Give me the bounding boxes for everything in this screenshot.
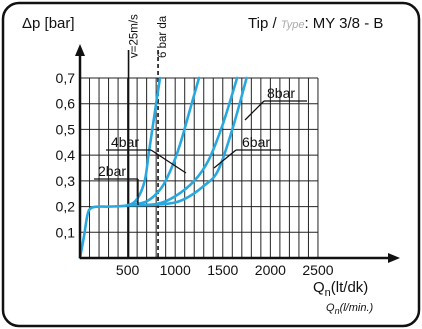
annotation-leader bbox=[244, 100, 265, 121]
reference-line-label: v=25m/s bbox=[129, 14, 141, 58]
x-tick-label: 1500 bbox=[207, 262, 238, 278]
title-prefix: Tip / bbox=[248, 15, 281, 32]
x-axis-label: Qn(lt/dk) bbox=[313, 279, 368, 299]
y-tick-label: 0,4 bbox=[56, 147, 76, 163]
axes bbox=[75, 44, 400, 263]
annotation-label-8bar: 8bar bbox=[267, 85, 295, 101]
annotation-label-6bar: 6bar bbox=[242, 134, 270, 150]
y-tick-label: 0,3 bbox=[56, 173, 76, 189]
title-value: : MY 3/8 - B bbox=[304, 15, 383, 32]
annotation-label-2bar: 2bar bbox=[98, 163, 126, 179]
x-axis-arrow bbox=[388, 253, 400, 263]
annotations: 8bar 6bar 4bar 2bar bbox=[94, 85, 307, 205]
y-tick-label: 0,2 bbox=[56, 199, 76, 215]
x-tick-label: 1000 bbox=[160, 262, 191, 278]
x-tick-label: 2500 bbox=[302, 262, 333, 278]
y-axis-arrow bbox=[75, 44, 85, 56]
series-line-4bar bbox=[126, 76, 201, 207]
y-tick-label: 0,6 bbox=[56, 96, 76, 112]
y-tick-label: 0,1 bbox=[56, 224, 76, 240]
x-axis-label2-unit: (l/min.) bbox=[340, 302, 374, 314]
x-tick-labels: 500 1000 1500 2000 2500 bbox=[116, 262, 334, 278]
x-axis-label-unit: (lt/dk) bbox=[331, 279, 369, 296]
annotation-label-4bar: 4bar bbox=[111, 134, 139, 150]
x-axis-label-sub: n bbox=[325, 287, 331, 299]
reference-line-label: 6 bar da bbox=[157, 15, 169, 58]
x-tick-label: 2000 bbox=[255, 262, 286, 278]
annotation-leader bbox=[213, 149, 237, 169]
grid-horizontal bbox=[80, 77, 318, 233]
y-tick-label: 0,7 bbox=[56, 70, 76, 86]
grid-vertical bbox=[89, 78, 319, 258]
x-axis-label2-sub: n bbox=[335, 306, 340, 316]
y-axis-label: Δp [bar] bbox=[22, 15, 75, 32]
y-tick-label: 0,5 bbox=[56, 121, 76, 137]
x-axis-label-secondary: Qn(l/min.) bbox=[326, 302, 374, 316]
title-type-italic: Type bbox=[281, 19, 305, 31]
x-tick-label: 500 bbox=[116, 262, 140, 278]
annotation-leader bbox=[150, 149, 187, 174]
series-lines bbox=[78, 76, 248, 260]
chart-title: Tip / Type: MY 3/8 - B bbox=[248, 15, 383, 32]
x-axis-label2-main: Q bbox=[326, 302, 335, 314]
reference-lines: v=25m/s 6 bar da bbox=[127, 14, 169, 258]
y-tick-labels: 0,1 0,2 0,3 0,4 0,5 0,6 0,7 bbox=[56, 70, 76, 240]
x-axis-label-main: Q bbox=[313, 279, 325, 296]
series-line-8bar bbox=[126, 76, 248, 207]
